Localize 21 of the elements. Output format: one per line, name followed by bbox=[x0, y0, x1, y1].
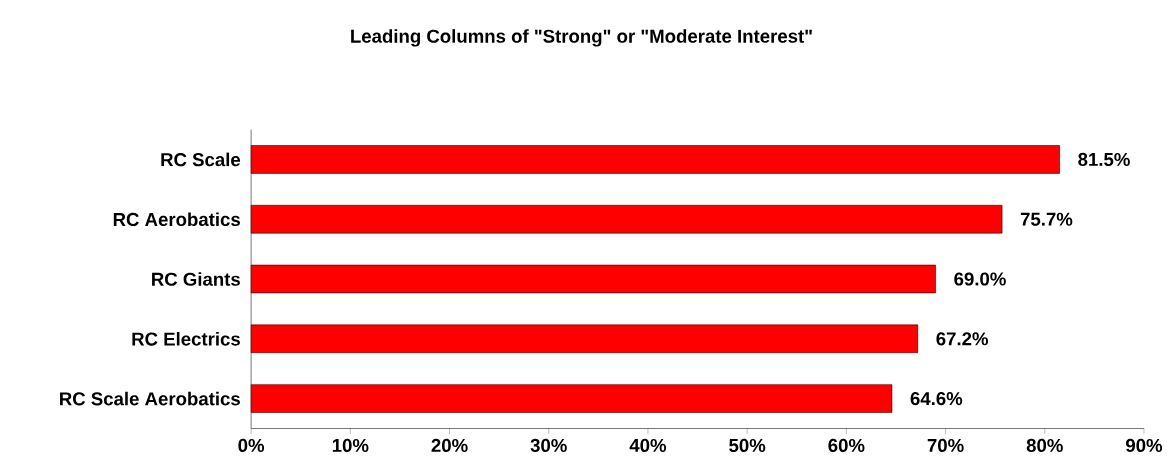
x-tick-label: 10% bbox=[332, 438, 369, 452]
data-label: 81.5% bbox=[1078, 152, 1130, 166]
x-tick-label: 30% bbox=[530, 438, 567, 452]
y-tick-label: RC Electrics bbox=[132, 331, 240, 346]
x-tick-label: 70% bbox=[927, 438, 964, 452]
y-tick-label: RC Aerobatics bbox=[113, 212, 240, 226]
x-tick-label: 0% bbox=[238, 438, 265, 452]
y-tick-label: RC Scale Aerobatics bbox=[60, 391, 240, 406]
data-label: 64.6% bbox=[910, 391, 963, 406]
x-tick-label: 60% bbox=[828, 438, 865, 452]
y-tick-label: RC Scale bbox=[161, 152, 241, 167]
x-tick-label: 20% bbox=[431, 438, 468, 452]
x-tick-label: 40% bbox=[629, 438, 667, 452]
x-tick-label: 80% bbox=[1026, 438, 1063, 452]
y-tick-label: RC Giants bbox=[152, 272, 240, 286]
x-tick-label: 50% bbox=[729, 438, 766, 452]
data-label: 75.7% bbox=[1020, 212, 1073, 226]
chart-title: Leading Columns of "Strong" or "Moderate Interest" bbox=[351, 28, 812, 47]
data-label: 69.0% bbox=[954, 272, 1006, 286]
x-tick-label: 90% bbox=[1126, 438, 1163, 452]
data-label: 67.2% bbox=[936, 332, 989, 346]
